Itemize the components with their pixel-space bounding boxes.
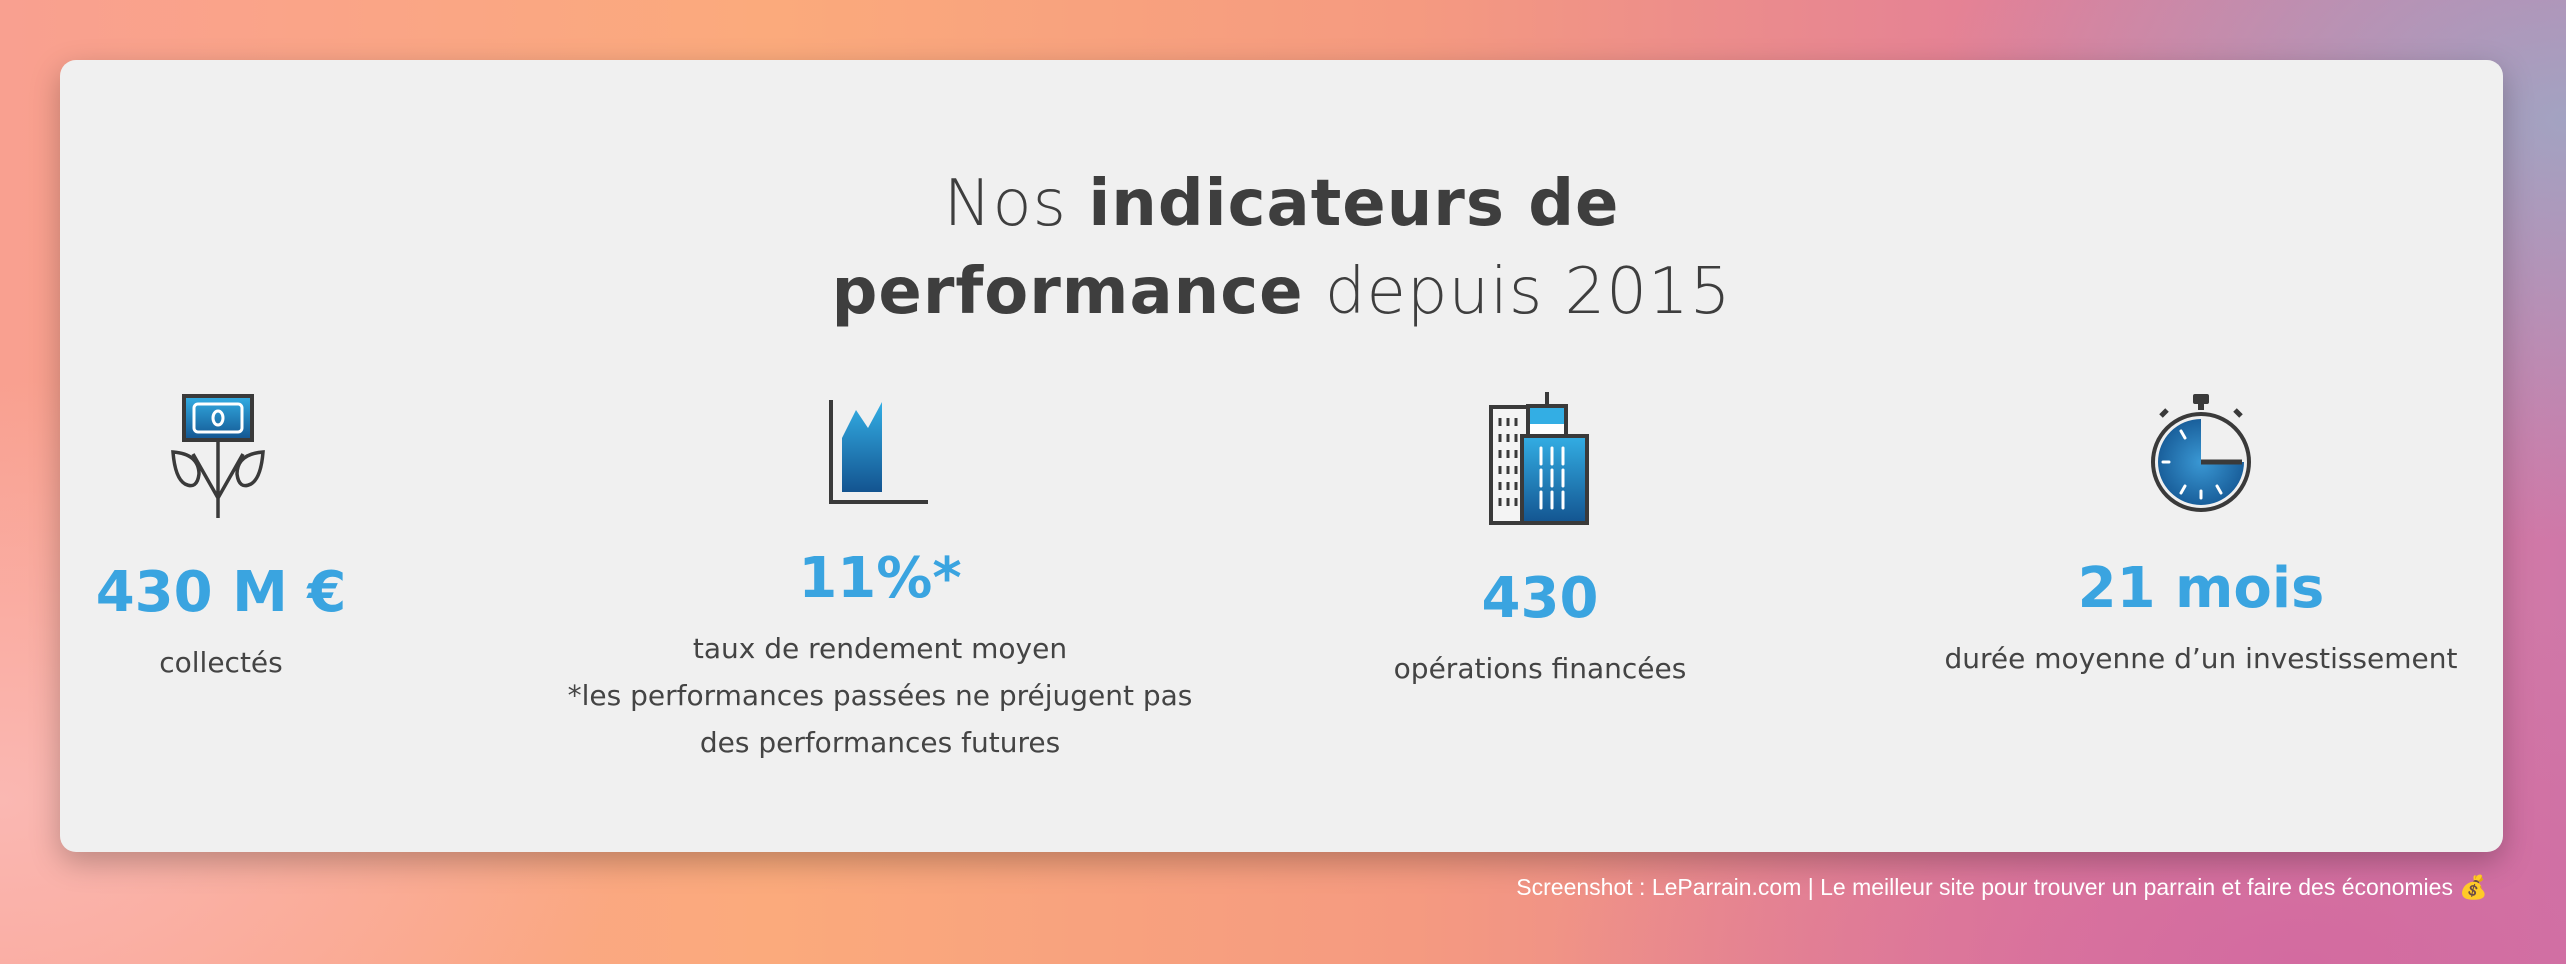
- stat-value: 11%*: [798, 546, 962, 611]
- page-title: Nos indicateurs de performance depuis 20…: [831, 167, 1732, 329]
- stat-label: taux de rendement moyen *les performance…: [567, 632, 1193, 759]
- stat-duration: 21 mois durée moyenne d’un investissemen…: [1871, 386, 2531, 682]
- stat-label: opérations financées: [1393, 652, 1687, 685]
- stat-value: 21 mois: [2077, 556, 2325, 621]
- area-chart-icon: [550, 376, 1210, 506]
- stat-value: 430 M €: [95, 560, 347, 625]
- stat-label: durée moyenne d’un investissement: [1944, 642, 2458, 675]
- performance-card: Nos indicateurs de performance depuis 20…: [60, 60, 2503, 852]
- stat-yield: 11%* taux de rendement moyen *les perfor…: [550, 376, 1210, 766]
- stopwatch-icon: [1871, 386, 2531, 516]
- stat-value: 430: [1481, 566, 1599, 631]
- stat-collected: 430 M € collectés: [0, 390, 551, 686]
- money-plant-icon: [0, 390, 551, 520]
- stat-label: collectés: [159, 646, 283, 679]
- screenshot-credit: Screenshot : LeParrain.com | Le meilleur…: [1516, 874, 2488, 900]
- buildings-icon: [1210, 392, 1870, 526]
- stat-operations: 430 opérations financées: [1210, 392, 1870, 692]
